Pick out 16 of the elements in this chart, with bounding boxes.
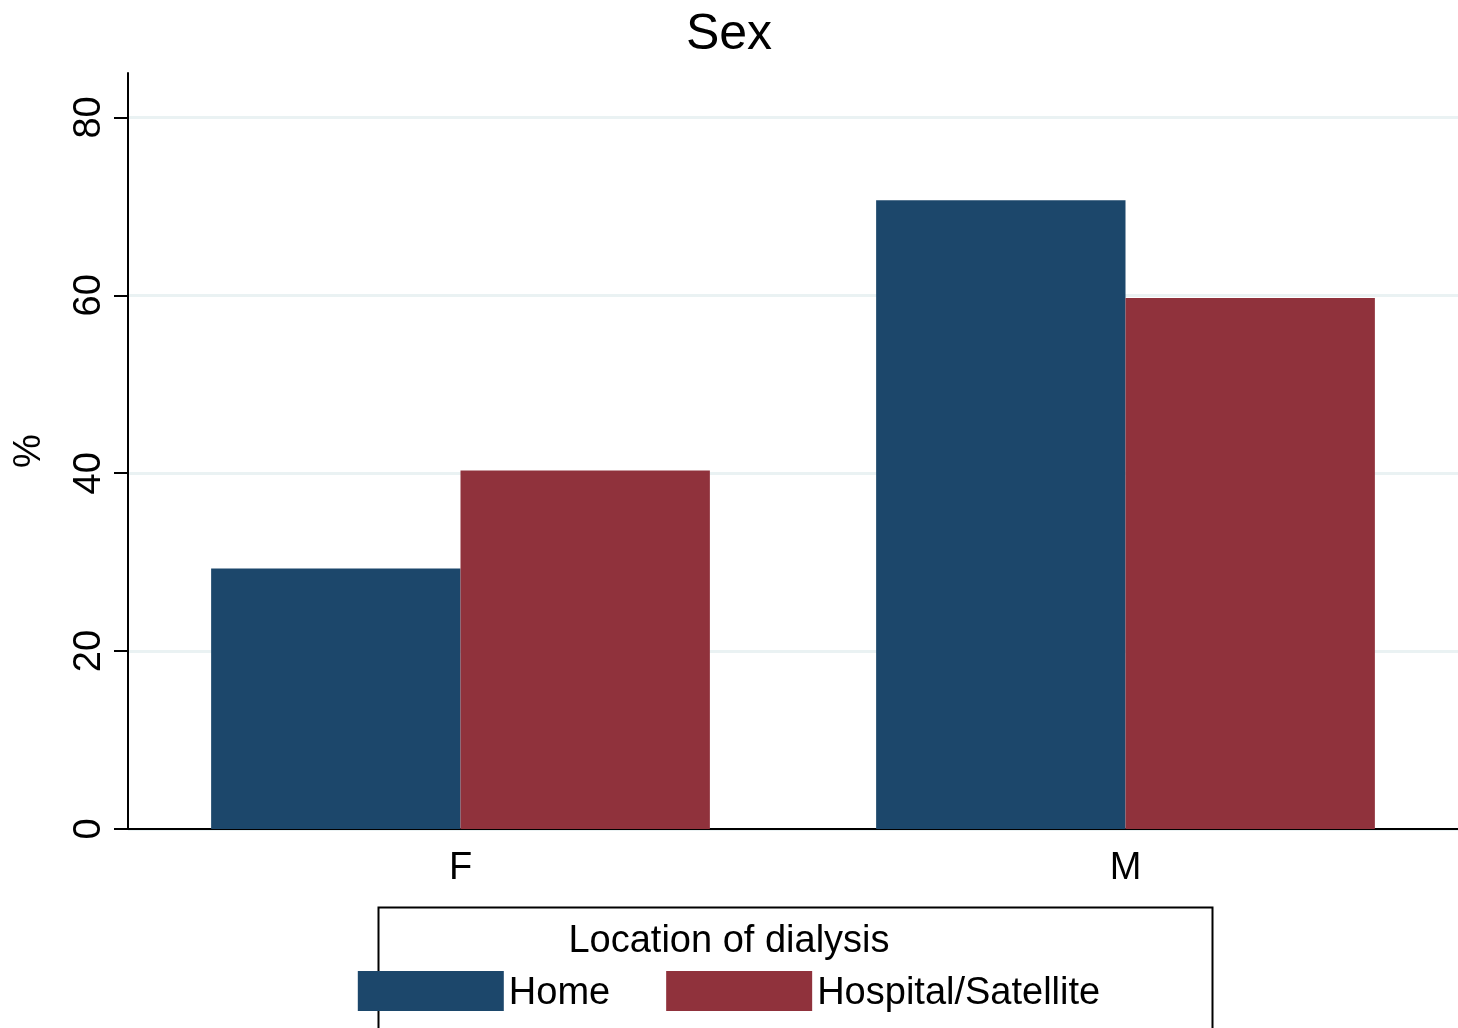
y-axis-title: %: [6, 434, 48, 468]
bar: [460, 470, 710, 829]
y-tick-label: 20: [66, 629, 108, 673]
legend-label: Hospital/Satellite: [817, 970, 1101, 1012]
y-tick-label: 80: [66, 96, 108, 139]
y-tick-label: 40: [66, 452, 108, 495]
legend-title: Location of dialysis: [568, 918, 890, 960]
x-tick-label: M: [1109, 845, 1142, 887]
y-tick-label: 0: [66, 818, 108, 840]
bar: [876, 200, 1126, 829]
y-tick-label: 60: [66, 274, 108, 317]
legend-label: Home: [508, 970, 611, 1012]
chart-title: Sex: [685, 4, 773, 60]
x-tick-label: F: [448, 845, 473, 887]
bar: [211, 568, 461, 829]
bar: [1125, 298, 1375, 829]
